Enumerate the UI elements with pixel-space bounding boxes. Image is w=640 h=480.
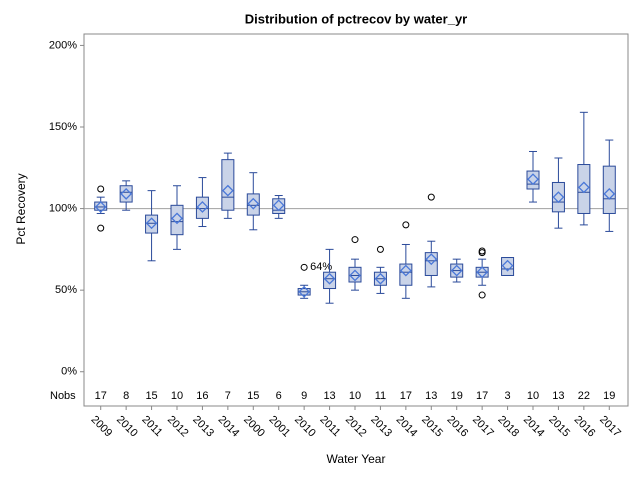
outlier (300, 263, 308, 271)
mean-marker (171, 212, 183, 225)
mean-marker (501, 259, 514, 272)
mean-marker (349, 269, 361, 282)
nobs-value: 17 (95, 390, 107, 402)
box (195, 196, 209, 219)
y-tick-label: 0% (61, 366, 77, 378)
nobs-value: 19 (451, 390, 463, 402)
x-tick-label: 2013 (190, 414, 216, 440)
nobs-value: 15 (247, 390, 259, 402)
nobs-value: 13 (323, 390, 335, 402)
nobs-value: 8 (123, 390, 129, 402)
mean-marker (323, 272, 336, 285)
outlier-label: 64% (310, 261, 332, 273)
mean-marker (272, 199, 285, 212)
box (501, 257, 515, 276)
outlier (376, 245, 384, 253)
x-tick-label: 2012 (343, 414, 369, 440)
mean-marker (425, 253, 438, 266)
x-tick-label: 2011 (317, 414, 342, 439)
x-tick-label: 2015 (546, 414, 572, 440)
mean-marker (298, 285, 311, 298)
mean-marker (221, 184, 234, 197)
box (551, 181, 565, 213)
outlier (478, 249, 486, 257)
box (602, 165, 616, 214)
mean-marker (145, 217, 158, 230)
x-tick-label: 2014 (216, 414, 242, 440)
x-tick-label: 2001 (267, 414, 293, 440)
box (119, 185, 133, 203)
mean-marker (399, 264, 412, 277)
nobs-value: 22 (578, 390, 590, 402)
outlier (97, 185, 105, 193)
mean-marker (374, 272, 387, 285)
mean-marker (577, 181, 590, 194)
nobs-value: 3 (505, 390, 511, 402)
mean-marker (552, 191, 565, 204)
outlier (478, 291, 486, 299)
mean-marker (450, 264, 463, 277)
x-tick-label: 2014 (394, 414, 420, 440)
y-tick-label: 150% (49, 121, 77, 133)
mean-marker (527, 173, 539, 186)
x-tick-label: 2016 (572, 414, 598, 440)
outlier (97, 224, 105, 232)
x-tick-label: 2013 (368, 414, 394, 440)
x-tick-label: 2018 (495, 414, 521, 440)
mean-marker (247, 197, 260, 210)
mean-marker (196, 201, 209, 213)
x-tick-label: 2017 (597, 414, 623, 440)
box (246, 193, 260, 216)
box (399, 263, 413, 286)
outlier (402, 221, 410, 229)
box (170, 204, 184, 236)
nobs-value: 7 (225, 390, 231, 402)
box (577, 164, 591, 214)
x-axis-label: Water Year (327, 452, 386, 466)
x-tick-label: 2000 (241, 414, 267, 440)
outlier (427, 193, 435, 201)
mean-marker (603, 187, 616, 200)
chart-title: Distribution of pctrecov by water_yr (245, 11, 468, 26)
x-tick-label: 2015 (419, 414, 445, 440)
mean-marker (94, 201, 107, 213)
x-tick-label: 2014 (521, 414, 547, 440)
nobs-value: 11 (375, 390, 386, 402)
nobs-value: 9 (301, 390, 307, 402)
mean-marker (120, 187, 133, 200)
outlier (351, 236, 359, 244)
nobs-value: 15 (145, 390, 157, 402)
x-tick-label: 2017 (470, 414, 496, 440)
nobs-value: 13 (425, 390, 437, 402)
y-tick-label: 200% (49, 39, 77, 51)
mean-marker (476, 266, 489, 279)
plot-frame (83, 33, 629, 407)
nobs-value: 10 (349, 390, 361, 402)
nobs-value: 19 (603, 390, 615, 402)
nobs-value: 16 (196, 390, 208, 402)
x-tick-label: 2009 (89, 414, 115, 440)
nobs-value: 17 (476, 390, 488, 402)
y-axis-label: Pct Recovery (14, 173, 28, 244)
nobs-label: Nobs (50, 390, 76, 402)
x-tick-label: 2010 (292, 414, 318, 440)
nobs-value: 10 (527, 390, 539, 402)
nobs-value: 13 (552, 390, 564, 402)
x-tick-label: 2010 (114, 414, 140, 440)
box (145, 214, 159, 234)
x-tick-label: 2011 (139, 414, 164, 439)
y-tick-label: 50% (55, 284, 77, 296)
nobs-value: 10 (171, 390, 183, 402)
y-tick-label: 100% (49, 202, 77, 214)
nobs-value: 17 (400, 390, 412, 402)
x-tick-label: 2016 (445, 414, 471, 440)
nobs-value: 6 (276, 390, 282, 402)
x-tick-label: 2012 (165, 414, 191, 440)
